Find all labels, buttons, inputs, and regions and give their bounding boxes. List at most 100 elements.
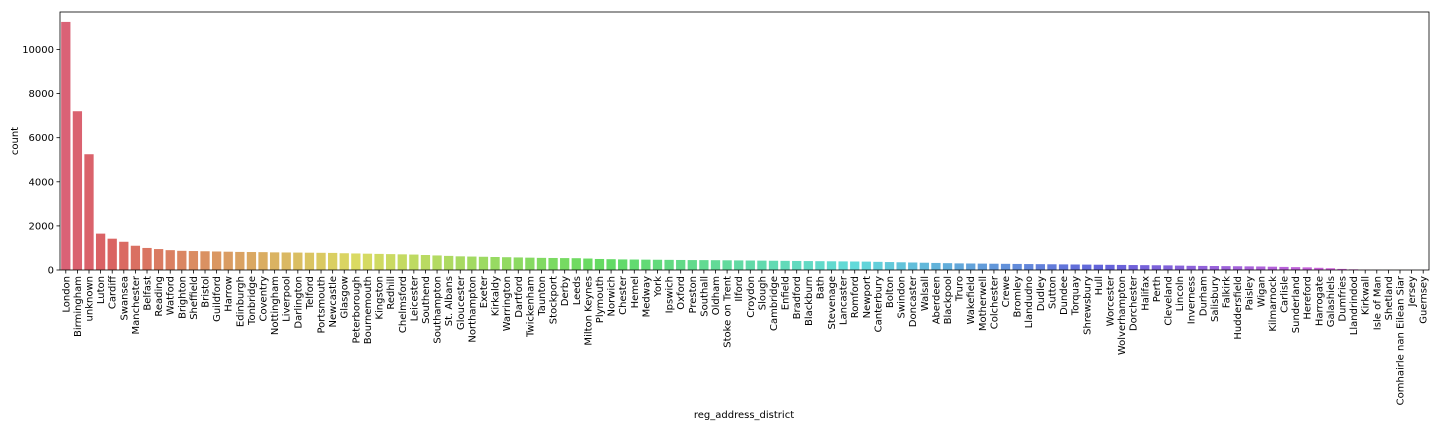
x-tick-label: Jersey [1407, 276, 1418, 308]
x-tick-label: Comhairle nan Eilean Siar [1396, 275, 1407, 405]
bars-group [61, 21, 1428, 271]
x-tick-label: Warrington [502, 276, 513, 331]
x-tick-label: Kingston [375, 276, 386, 320]
bar-derby [560, 258, 570, 270]
y-tick-label: 2000 [29, 221, 54, 232]
x-tick-label: Leicester [409, 275, 420, 321]
x-tick-label: Glasgow [340, 276, 351, 319]
x-tick-label: York [653, 276, 664, 298]
bar-exeter [478, 256, 489, 270]
bar-slough [757, 260, 767, 270]
x-tick-label: Perth [1152, 276, 1163, 302]
bar-newport [861, 261, 871, 270]
x-tick-label: Dartford [514, 276, 525, 318]
bar-torquay [1070, 264, 1080, 270]
x-tick-label: unknown [85, 276, 96, 321]
bar-plymouth [594, 258, 605, 270]
x-tick-label: Nottingham [270, 276, 281, 335]
x-tick-label: Durham [1198, 276, 1209, 316]
x-tick-label: Bromley [1013, 276, 1024, 318]
bar-bournemouth [362, 253, 373, 270]
x-tick-label: Southend [421, 276, 432, 324]
x-tick-label: Harrogate [1314, 276, 1325, 326]
x-tick-label: Dudley [1036, 276, 1047, 311]
x-tick-label: Redhill [386, 276, 397, 310]
bar-southampton [432, 255, 442, 270]
bar-chester [618, 259, 628, 270]
bar-southend [420, 255, 431, 270]
bar-watford [165, 250, 175, 270]
x-tick-label: Worcester [1105, 275, 1116, 326]
x-tick-label: Aberdeen [931, 276, 942, 324]
bar-kilmarnock [1267, 266, 1278, 270]
bar-falkirk [1221, 266, 1231, 270]
x-tick-label: Swindon [897, 276, 908, 318]
x-tick-label: Canterbury [873, 276, 884, 332]
x-tick-label: Blackburn [804, 276, 815, 326]
bar-dartford [513, 257, 523, 270]
bar-stoke-on-trent [722, 260, 732, 270]
bar-unknown [84, 154, 94, 270]
bar-swansea [119, 241, 129, 270]
x-tick-label: Guildford [212, 276, 223, 322]
x-tick-label: Inverness [1187, 276, 1198, 324]
bar-stockport [548, 257, 558, 270]
bar-newcastle [328, 252, 338, 270]
x-tick-label: Stevenage [827, 276, 838, 329]
x-tick-label: Blackpool [943, 276, 954, 324]
bar-walsall [919, 262, 929, 270]
x-tick-label: Bath [815, 276, 826, 299]
x-tick-label: Brighton [177, 276, 188, 319]
x-tick-label: Shetland [1384, 276, 1395, 320]
bar-perth [1151, 265, 1161, 270]
bar-lincoln [1174, 265, 1185, 270]
bar-bath [815, 261, 825, 270]
x-tick-label: St. Albans [444, 276, 455, 326]
x-tick-label: Plymouth [595, 276, 606, 323]
x-tick-label: Southall [699, 276, 710, 317]
bar-truro [954, 263, 964, 270]
x-tick-label: Kirkaldy [491, 276, 502, 316]
x-tick-label: Halifax [1140, 276, 1151, 311]
bar-liverpool [281, 252, 291, 270]
bar-manchester [130, 245, 141, 270]
bar-galashiels [1325, 268, 1336, 270]
x-tick-label: Colchester [989, 275, 1000, 329]
bar-harrogate [1314, 267, 1324, 270]
x-tick-label: Oxford [676, 276, 687, 310]
bar-worcester [1105, 264, 1115, 270]
x-tick-label: Lancaster [839, 275, 850, 325]
bar-sunderland [1290, 267, 1301, 270]
bar-york [652, 259, 663, 270]
bar-cardiff [107, 238, 117, 270]
x-tick-label: Cleveland [1163, 276, 1174, 326]
x-tick-label: Hemel [630, 276, 641, 308]
bar-chelmsford [397, 254, 407, 270]
bar-hemel [629, 259, 639, 270]
bar-redhill [386, 254, 396, 270]
x-tick-label: Wolverhampton [1117, 276, 1128, 355]
x-tick-label: Swansea [119, 276, 130, 320]
bar-leeds [571, 258, 581, 270]
bar-lancaster [838, 261, 848, 270]
y-axis-label: count [10, 127, 21, 155]
x-tick-label: Bristol [201, 276, 212, 308]
x-tick-label: Preston [688, 276, 699, 314]
bar-motherwell [977, 263, 987, 270]
bar-darlington [293, 252, 303, 270]
x-tick-label: Sunderland [1291, 276, 1302, 333]
bar-kirkaldy [490, 256, 500, 270]
x-tick-label: Motherwell [978, 276, 989, 331]
x-tick-label: Truro [955, 276, 966, 302]
x-tick-label: Bolton [885, 276, 896, 308]
bar-hull [1093, 264, 1103, 270]
bar-edinburgh [235, 251, 245, 270]
bar-london [61, 21, 71, 271]
x-tick-label: Luton [96, 276, 107, 304]
x-tick-label: Wakefield [966, 276, 977, 325]
bar-twickenham [525, 257, 535, 270]
x-tick-label: Salisbury [1210, 276, 1221, 322]
x-tick-label: Stockport [549, 276, 560, 324]
x-tick-label: Manchester [131, 275, 142, 334]
